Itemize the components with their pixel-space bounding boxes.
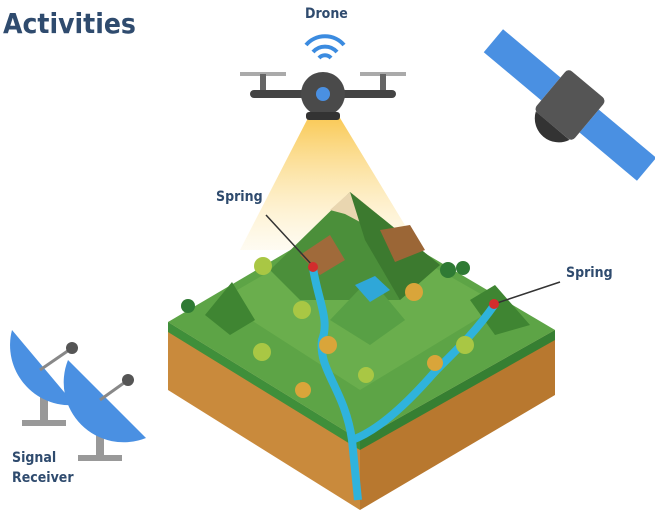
spring-callouts [265, 214, 561, 309]
signal-receivers-part [39, 346, 73, 372]
trees-part [295, 382, 311, 398]
signal-receivers-part [63, 360, 146, 443]
receiver-label: Receiver [12, 470, 74, 486]
terrain-part [380, 225, 425, 262]
spring-callouts-part [265, 214, 314, 267]
trees-part [181, 299, 195, 313]
page-title: Activities [3, 7, 136, 40]
drone-part [311, 44, 339, 54]
satellite-part [535, 70, 605, 140]
trees-part [440, 262, 456, 278]
trees-part [427, 355, 443, 371]
terrain-part [168, 322, 360, 450]
satellite [483, 29, 655, 181]
satellite-part [534, 111, 570, 143]
terrain-part [348, 439, 362, 501]
terrain-part [168, 322, 360, 510]
terrain [168, 192, 555, 510]
drone-part [380, 74, 386, 90]
signal-receivers-part [22, 420, 66, 426]
trees-part [456, 336, 474, 354]
signal-receivers [10, 330, 146, 461]
trees-part [405, 283, 423, 301]
trees-part [253, 343, 271, 361]
terrain-part [360, 330, 555, 450]
satellite-part [579, 109, 655, 181]
drone-part [317, 53, 333, 60]
signal-receivers-part [122, 374, 134, 386]
drone [240, 34, 406, 120]
terrain-part [360, 330, 555, 510]
trees-part [254, 257, 272, 275]
receiver-label: Signal [12, 450, 56, 466]
spring-callouts-part [308, 262, 318, 272]
spring-callouts-part [493, 281, 561, 305]
trees-part [319, 336, 337, 354]
drone-part [316, 87, 330, 101]
trees-part [456, 261, 470, 275]
terrain-part [470, 285, 530, 335]
drone-part [260, 74, 266, 90]
trees-part [358, 367, 374, 383]
trees [181, 257, 474, 398]
satellite-part [483, 29, 561, 101]
drone-part [306, 112, 340, 120]
spring-callouts-part [489, 299, 499, 309]
terrain-part [355, 276, 390, 302]
signal-receivers-part [78, 455, 122, 461]
signal-receivers-part [66, 342, 78, 354]
signal-receivers-part [40, 380, 48, 422]
spring-label: Spring [566, 265, 613, 281]
terrain-part [205, 282, 255, 335]
spring-label: Spring [216, 189, 263, 205]
terrain-part [330, 278, 405, 345]
terrain-part [309, 267, 499, 444]
drone-part [304, 34, 346, 47]
trees-part [293, 301, 311, 319]
drone-label: Drone [305, 6, 348, 22]
